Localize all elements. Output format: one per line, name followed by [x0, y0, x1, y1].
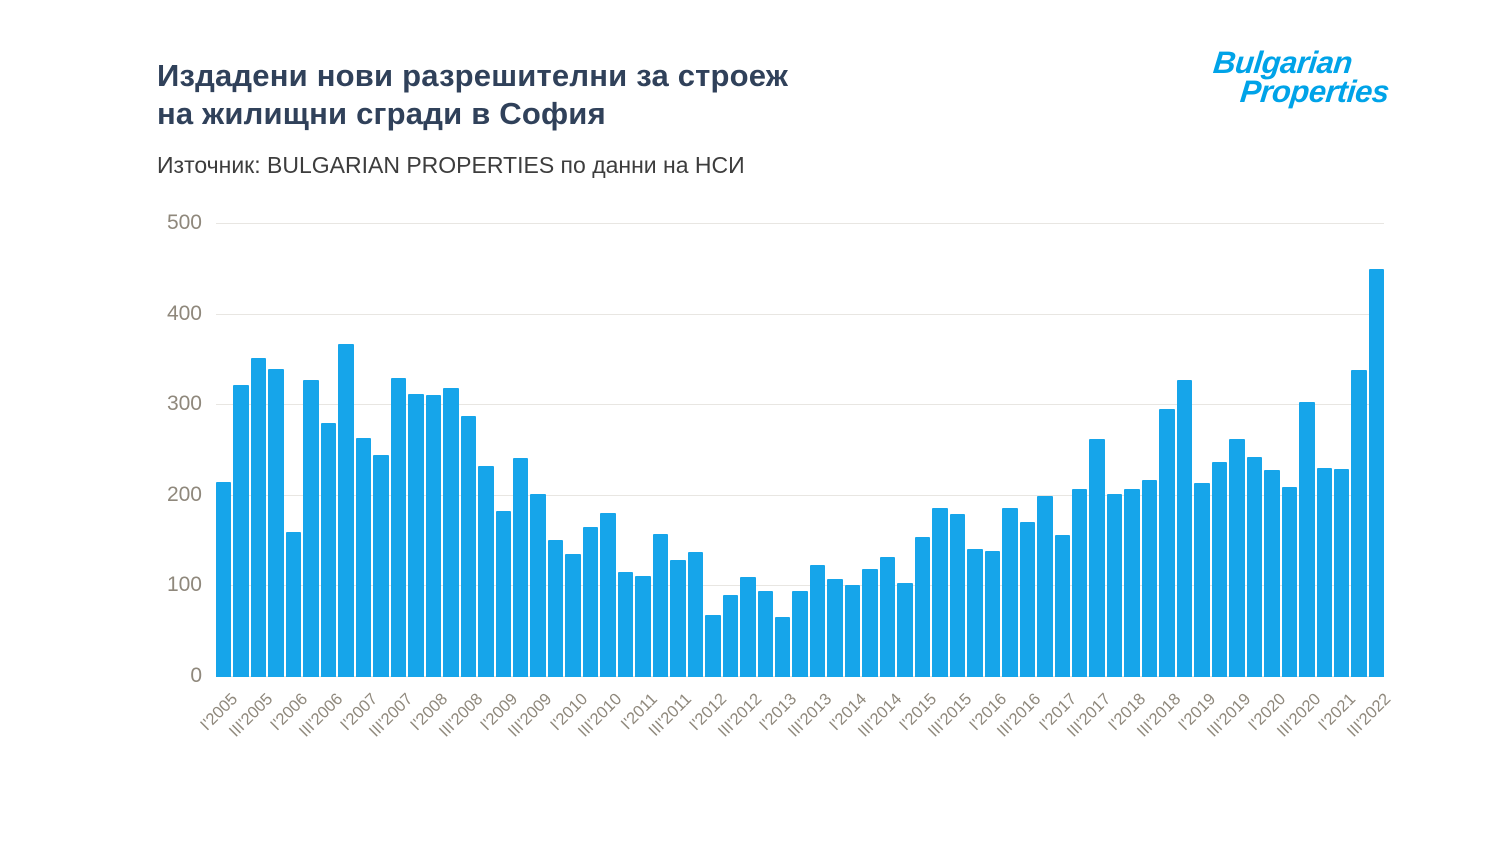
bar	[809, 564, 826, 677]
bar	[740, 577, 756, 677]
y-tick-label: 500	[166, 211, 202, 234]
bar	[303, 379, 319, 677]
bar	[967, 549, 983, 677]
y-tick-label: 0	[190, 664, 202, 687]
bar	[1159, 408, 1175, 677]
bar	[1037, 495, 1053, 677]
gridline-100: 100	[167, 573, 1384, 596]
page-title: Издадени нови разрешителни за строеж на ж…	[157, 57, 788, 133]
bar	[408, 394, 424, 677]
bar	[652, 533, 669, 677]
bar	[757, 590, 773, 677]
y-tick-label: 400	[166, 301, 202, 325]
bar	[1229, 438, 1245, 677]
bar	[460, 416, 477, 677]
bar	[932, 507, 948, 677]
bar	[390, 378, 407, 677]
bar	[1368, 269, 1385, 677]
bar	[792, 590, 808, 677]
bar	[1089, 438, 1105, 677]
bar	[443, 388, 459, 677]
bar	[1194, 483, 1210, 677]
bar	[1176, 379, 1193, 677]
bar	[373, 455, 389, 677]
bar	[547, 540, 564, 677]
bulgarian-properties-logo: Bulgarian Properties	[1209, 45, 1445, 109]
bar	[530, 494, 546, 677]
bar	[1281, 486, 1298, 677]
bar	[1124, 489, 1140, 677]
bar	[600, 513, 616, 677]
bar	[425, 395, 442, 677]
bar	[897, 582, 913, 677]
bar-chart: 0 100 200 300 400 500 I'2005 III'2005 I'2006 III…	[167, 211, 1394, 741]
page-title-line1: Издадени нови разрешителни за строеж	[157, 58, 789, 93]
bar	[582, 526, 599, 677]
bar	[565, 553, 581, 677]
bar	[512, 457, 529, 677]
logo-word-properties: Properties	[1238, 74, 1391, 109]
bar	[1141, 480, 1158, 677]
bar	[1211, 462, 1228, 677]
gridline-300: 300	[167, 392, 1384, 415]
bar	[827, 579, 843, 677]
bar	[250, 358, 267, 677]
bar	[1106, 494, 1123, 677]
bar	[670, 560, 686, 677]
bar	[705, 615, 721, 677]
bar	[914, 537, 931, 677]
bar	[355, 437, 372, 677]
bar	[1299, 402, 1315, 677]
bar	[722, 595, 739, 677]
bar	[338, 343, 354, 677]
bar	[495, 511, 511, 677]
gridline-400: 400	[167, 302, 1384, 325]
gridline-500: 500	[167, 211, 1384, 234]
bars	[216, 224, 1385, 677]
bar	[1316, 467, 1332, 677]
bar	[320, 423, 337, 677]
bar	[1246, 456, 1263, 677]
bar	[268, 368, 284, 677]
bar	[1019, 522, 1036, 677]
bar	[216, 482, 232, 677]
y-tick-label: 200	[166, 482, 202, 506]
bar	[949, 513, 966, 677]
bar	[1054, 534, 1070, 677]
source-subtitle: Източник: BULGARIAN PROPERTIES по данни …	[157, 152, 745, 178]
bar	[1351, 369, 1367, 677]
bar	[984, 551, 1001, 677]
bar	[862, 569, 878, 677]
page-title-line2: на жилищни сгради в София	[157, 96, 606, 131]
bar	[617, 571, 634, 677]
bar	[687, 551, 704, 677]
bar	[775, 617, 791, 677]
bar	[1264, 470, 1280, 677]
bar	[1071, 488, 1088, 677]
bar	[1002, 507, 1018, 677]
y-tick-label: 100	[166, 573, 202, 597]
gridline-200: 200	[167, 483, 1384, 506]
bar	[285, 532, 302, 677]
x-axis-labels: I'2005 III'2005 I'2006 III'2006 I'2007 III'20…	[197, 677, 1394, 787]
bar	[879, 556, 896, 677]
bar	[635, 575, 651, 677]
bar	[1334, 468, 1350, 677]
bar	[233, 385, 249, 677]
bar	[478, 465, 494, 677]
y-tick-label: 300	[166, 392, 202, 416]
bar	[844, 584, 861, 677]
